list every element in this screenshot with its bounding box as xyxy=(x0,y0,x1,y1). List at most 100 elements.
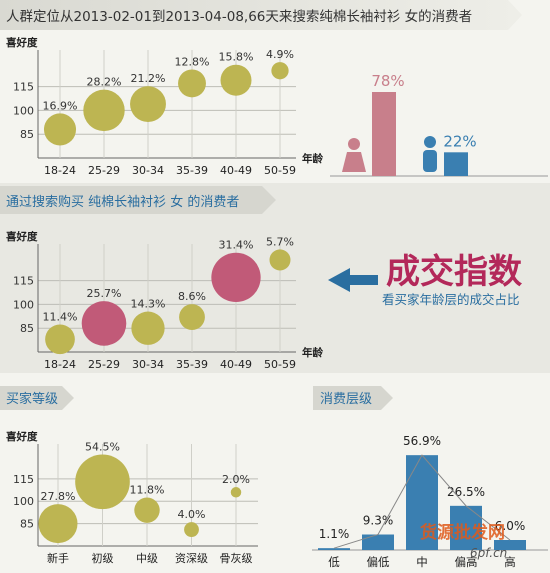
gender-chart: 78% 22% xyxy=(330,72,548,177)
bubble-label: 4.0% xyxy=(178,508,206,521)
bar-value-label: 56.9% xyxy=(403,434,441,448)
x-tick-label: 50-59 xyxy=(264,358,296,371)
male-icon-head xyxy=(424,136,436,148)
y-tick-label: 100 xyxy=(13,104,34,117)
x-tick-label: 35-39 xyxy=(176,358,208,371)
section1-title: 人群定位从2013-02-01到2013-04-08,66天来搜索纯棉长袖衬衫 … xyxy=(6,8,472,25)
x-tick-label: 新手 xyxy=(47,551,69,565)
section3-header-band xyxy=(0,386,74,410)
section2-header-band xyxy=(0,186,276,214)
bubble-5 xyxy=(220,64,252,96)
y-tick-label: 85 xyxy=(20,322,34,335)
x-tick-label: 25-29 xyxy=(88,164,120,177)
x-tick-label: 35-39 xyxy=(176,164,208,177)
bubble-label: 11.4% xyxy=(43,310,78,323)
bubble-6 xyxy=(269,249,291,271)
y-tick-label: 115 xyxy=(13,275,34,288)
bubble-4 xyxy=(178,69,206,98)
x-tick-label: 50-59 xyxy=(264,164,296,177)
x-axis-label: 年龄 xyxy=(302,152,323,165)
female-icon xyxy=(342,138,366,172)
section2-title: 通过搜索购买 纯棉长袖衬衫 女 的消费者 xyxy=(6,194,239,210)
male-icon-body xyxy=(423,150,437,172)
bar-value-label: 6.0% xyxy=(495,519,526,533)
section4-title: 消费层级 xyxy=(320,392,372,407)
bubble-1 xyxy=(38,504,78,544)
y-tick-label: 115 xyxy=(13,81,34,94)
female-icon-head xyxy=(348,138,360,150)
y-axis-label: 喜好度 xyxy=(6,36,38,49)
x-tick-label: 中级 xyxy=(136,552,158,565)
bar-3 xyxy=(406,455,438,550)
bubble-2 xyxy=(81,301,127,346)
bar-value-label: 26.5% xyxy=(447,485,485,499)
y-axis-label: 喜好度 xyxy=(6,430,38,443)
bubble-1 xyxy=(45,324,75,355)
x-tick-label: 30-34 xyxy=(132,164,164,177)
watermark-text: 货源批发网 xyxy=(420,522,505,543)
x-tick-label: 偏高 xyxy=(455,555,478,569)
y-tick-label: 85 xyxy=(20,518,34,531)
x-tick-label: 40-49 xyxy=(220,358,252,371)
y-tick-label: 85 xyxy=(20,128,34,141)
bubble-5 xyxy=(230,487,242,498)
bubble-2 xyxy=(83,89,125,132)
bar-value-label: 78% xyxy=(371,72,404,90)
bubble-3 xyxy=(134,497,160,523)
callout-title: 成交指数 xyxy=(386,252,522,292)
bubble-4 xyxy=(179,304,205,330)
bubble-2 xyxy=(75,454,130,510)
bar-value-label: 22% xyxy=(443,132,476,150)
y-tick-label: 100 xyxy=(13,495,34,508)
x-axis-label: 年龄 xyxy=(302,346,323,359)
left-arrow-icon xyxy=(328,268,378,292)
bubble-label: 27.8% xyxy=(41,490,76,503)
x-tick-label: 中 xyxy=(416,555,428,569)
x-tick-label: 25-29 xyxy=(88,358,120,371)
bubble-label: 2.0% xyxy=(222,473,250,486)
bar-value-label: 1.1% xyxy=(319,527,350,541)
bubble-1 xyxy=(43,113,77,146)
bar-1 xyxy=(318,548,350,550)
x-tick-label: 18-24 xyxy=(44,358,76,371)
section4-header-band xyxy=(313,386,393,410)
male-icon xyxy=(423,136,437,172)
bar-female xyxy=(372,92,396,176)
x-tick-label: 偏低 xyxy=(367,555,390,569)
bubble-label: 8.6% xyxy=(178,290,206,303)
bubble-label: 5.7% xyxy=(266,235,294,248)
x-tick-label: 骨灰级 xyxy=(220,551,253,565)
x-tick-label: 18-24 xyxy=(44,164,76,177)
x-tick-label: 低 xyxy=(328,555,340,569)
trend-line xyxy=(333,454,511,549)
x-tick-label: 高 xyxy=(504,555,516,569)
y-axis-label: 喜好度 xyxy=(6,230,38,243)
bubble-6 xyxy=(271,62,289,80)
bubble-label: 21.2% xyxy=(131,72,166,85)
bubble-label: 14.3% xyxy=(131,298,166,311)
x-tick-label: 初级 xyxy=(92,551,114,565)
bubble-3 xyxy=(131,311,165,345)
buyer-level-chart: 115 100 85 喜好度 27.8% 新手 54.5% 初级 11.8% 中级 4.0% 资深级 2… xyxy=(6,430,258,565)
bar-2 xyxy=(362,534,394,550)
bubble-label: 25.7% xyxy=(87,287,122,300)
bubble-label: 31.4% xyxy=(219,239,254,252)
bubble-3 xyxy=(130,86,166,122)
bubble-label: 54.5% xyxy=(85,441,120,454)
bubble-label: 11.8% xyxy=(130,483,165,496)
bubble-label: 16.9% xyxy=(43,99,78,112)
section1-header-band xyxy=(0,0,522,30)
bubble-5 xyxy=(211,252,261,303)
callout-subtitle: 看买家年龄层的成交占比 xyxy=(382,292,520,307)
bubble-label: 4.9% xyxy=(266,48,294,61)
bubble-label: 28.2% xyxy=(87,76,122,89)
x-tick-label: 40-49 xyxy=(220,164,252,177)
x-tick-label: 资深级 xyxy=(175,552,208,565)
y-tick-label: 100 xyxy=(13,298,34,311)
y-tick-label: 115 xyxy=(13,473,34,486)
callout: 成交指数 看买家年龄层的成交占比 xyxy=(328,252,522,307)
consumption-level-chart: 1.1% 低 9.3% 偏低 56.9% 中 26.5% 偏高 6.0% 高 xyxy=(312,434,548,569)
bar-5 xyxy=(494,540,526,550)
